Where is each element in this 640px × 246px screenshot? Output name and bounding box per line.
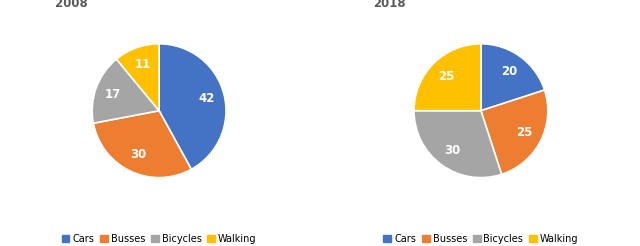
Legend: Cars, Busses, Bicycles, Walking: Cars, Busses, Bicycles, Walking: [58, 230, 260, 246]
Text: 20: 20: [502, 65, 518, 78]
Text: 25: 25: [438, 70, 454, 83]
Text: 42: 42: [198, 92, 214, 105]
Text: Popularity of Transport Modes in
Cambridge, UK
2018: Popularity of Transport Modes in Cambrid…: [372, 0, 590, 10]
Wedge shape: [414, 44, 481, 111]
Wedge shape: [414, 111, 502, 178]
Text: Popularity of Transport Modes in
Cambridge, UK
 2008: Popularity of Transport Modes in Cambrid…: [51, 0, 268, 10]
Text: 25: 25: [516, 126, 532, 139]
Wedge shape: [92, 59, 159, 123]
Text: 30: 30: [444, 144, 460, 157]
Text: 30: 30: [130, 148, 147, 161]
Text: 17: 17: [105, 88, 122, 101]
Wedge shape: [93, 111, 191, 178]
Text: 11: 11: [134, 58, 150, 71]
Wedge shape: [481, 90, 548, 174]
Wedge shape: [116, 44, 159, 111]
Wedge shape: [481, 44, 545, 111]
Wedge shape: [159, 44, 226, 169]
Legend: Cars, Busses, Bicycles, Walking: Cars, Busses, Bicycles, Walking: [380, 230, 582, 246]
